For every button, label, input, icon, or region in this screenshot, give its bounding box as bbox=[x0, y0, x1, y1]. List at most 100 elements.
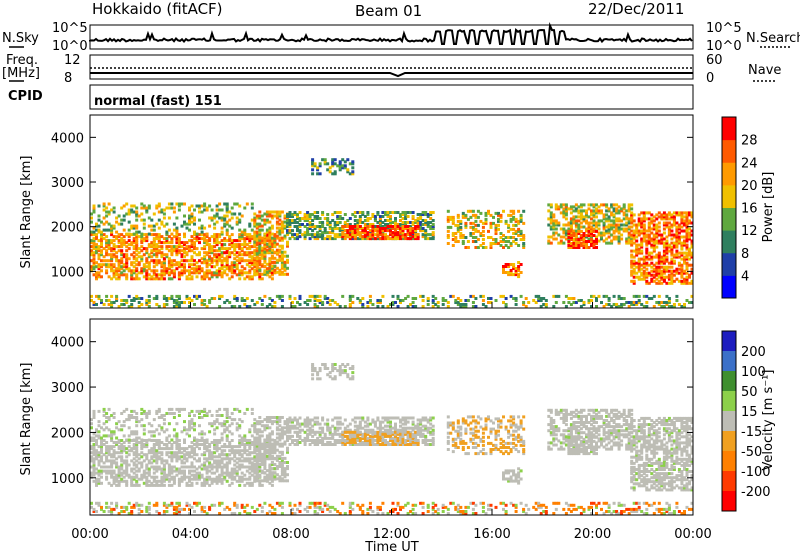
power-cell bbox=[650, 239, 654, 243]
power-cell bbox=[208, 247, 212, 251]
power-cell bbox=[451, 244, 455, 247]
power-cell bbox=[110, 230, 114, 234]
power-cell bbox=[610, 211, 614, 215]
power-cell bbox=[338, 215, 342, 218]
power-cell bbox=[260, 218, 264, 222]
power-cell bbox=[595, 221, 598, 225]
power-cell bbox=[172, 222, 176, 226]
power-cell bbox=[690, 267, 694, 271]
velocity-cell bbox=[185, 483, 189, 487]
velocity-cell bbox=[120, 439, 124, 442]
power-cell bbox=[338, 164, 342, 168]
power-cell bbox=[464, 221, 468, 225]
power-cell bbox=[185, 247, 189, 251]
power-cell bbox=[172, 259, 176, 263]
power-cell bbox=[157, 261, 161, 265]
power-cell bbox=[195, 232, 199, 236]
power-cell bbox=[306, 229, 310, 233]
velocity-cell bbox=[167, 467, 171, 471]
velocity-cell bbox=[130, 447, 134, 451]
power-cell bbox=[650, 265, 654, 269]
power-cell bbox=[640, 243, 644, 247]
velocity-cell bbox=[215, 461, 219, 465]
velocity-cell bbox=[225, 407, 229, 411]
velocity-cell bbox=[97, 409, 101, 413]
nsearch-tick-top: 10^5 bbox=[706, 21, 742, 36]
power-cell bbox=[193, 271, 196, 275]
power-cell bbox=[657, 233, 661, 237]
velocity-cell bbox=[255, 430, 259, 434]
power-cell bbox=[225, 265, 229, 269]
power-cell bbox=[574, 238, 578, 241]
power-cell bbox=[645, 263, 649, 267]
power-cell bbox=[218, 249, 222, 253]
power-cell bbox=[336, 164, 340, 168]
power-cell bbox=[597, 209, 601, 213]
power-cell bbox=[275, 260, 279, 264]
power-cell bbox=[642, 277, 646, 281]
power-cell bbox=[195, 261, 199, 265]
velocity-cell bbox=[115, 426, 119, 430]
power-cell bbox=[371, 233, 375, 237]
power-cell bbox=[650, 219, 654, 223]
power-cell bbox=[140, 303, 144, 306]
velocity-cell bbox=[97, 459, 101, 463]
power-cell bbox=[595, 215, 598, 219]
power-cell bbox=[672, 217, 676, 221]
velocity-cell bbox=[110, 436, 114, 440]
power-cell bbox=[637, 294, 641, 298]
power-cell bbox=[248, 305, 252, 308]
velocity-cell bbox=[150, 449, 154, 453]
power-cell bbox=[311, 235, 315, 239]
power-cell bbox=[389, 231, 392, 235]
velocity-cell bbox=[162, 473, 166, 477]
power-cell bbox=[645, 275, 649, 279]
power-cell bbox=[233, 271, 237, 275]
power-cell bbox=[585, 211, 588, 215]
power-cell bbox=[627, 233, 631, 237]
power-cell bbox=[574, 221, 578, 225]
velocity-cell bbox=[255, 479, 259, 483]
power-cell bbox=[107, 275, 111, 279]
power-cell bbox=[481, 238, 485, 241]
velocity-cell bbox=[147, 459, 151, 463]
power-cell bbox=[617, 294, 621, 298]
power-cell bbox=[228, 251, 232, 255]
power-cell bbox=[253, 222, 257, 226]
power-cell bbox=[303, 219, 307, 222]
velocity-cell bbox=[110, 459, 114, 463]
power-cell bbox=[248, 277, 252, 281]
power-cell bbox=[263, 256, 267, 260]
power-cell bbox=[637, 217, 641, 221]
power-cell bbox=[685, 281, 689, 285]
power-cell bbox=[647, 251, 651, 255]
power-cell bbox=[567, 236, 571, 239]
power-cell bbox=[250, 245, 254, 249]
velocity-cell bbox=[122, 409, 126, 413]
velocity-cell bbox=[188, 479, 191, 483]
power-cell bbox=[265, 220, 269, 224]
power-cell bbox=[685, 267, 689, 271]
power-cell bbox=[107, 241, 111, 245]
power-cell bbox=[557, 294, 561, 298]
power-cell bbox=[331, 160, 335, 164]
power-cell bbox=[562, 231, 566, 235]
power-cell bbox=[286, 233, 289, 237]
power-cell bbox=[572, 234, 576, 237]
velocity-cell bbox=[155, 455, 159, 459]
velocity-cell bbox=[145, 416, 149, 419]
velocity-cell bbox=[220, 459, 224, 463]
power-cell bbox=[100, 259, 103, 263]
power-cell bbox=[122, 255, 126, 259]
velocity-cell bbox=[193, 473, 196, 477]
velocity-cell bbox=[255, 463, 259, 467]
power-cell bbox=[112, 265, 116, 269]
power-cell bbox=[112, 249, 116, 253]
power-cell bbox=[296, 213, 299, 216]
power-cell bbox=[240, 297, 244, 300]
power-cell bbox=[205, 243, 209, 247]
power-cell bbox=[130, 263, 134, 267]
velocity-cell bbox=[210, 441, 214, 444]
power-cell bbox=[100, 275, 103, 279]
power-cell bbox=[476, 229, 480, 233]
